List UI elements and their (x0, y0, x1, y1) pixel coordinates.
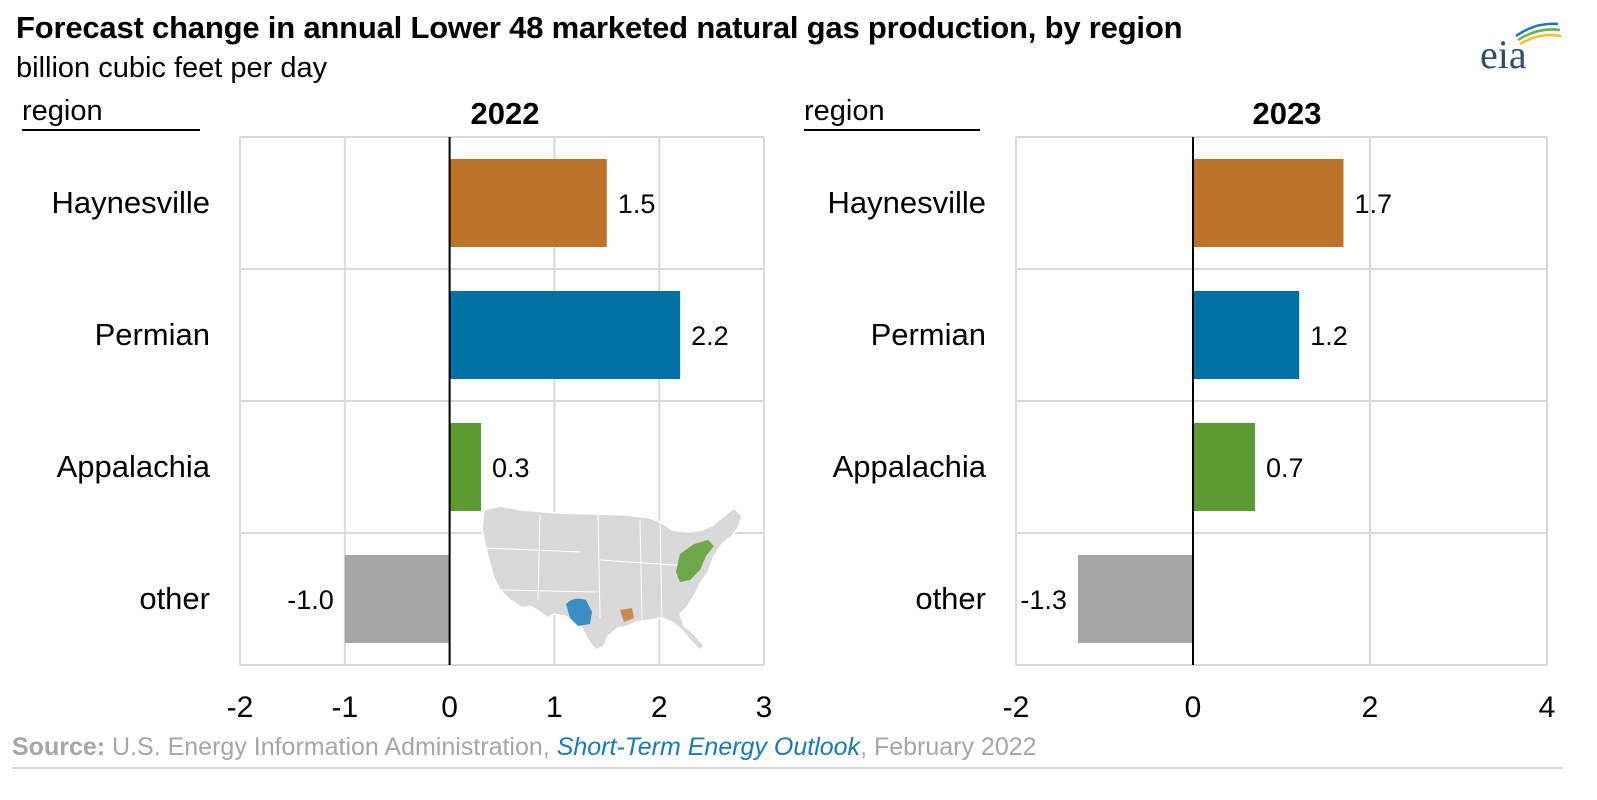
bar-other (1077, 555, 1193, 643)
panel-title-2023: 2023 (1252, 96, 1322, 131)
x-tick-label: 4 (1539, 691, 1556, 724)
category-label: Permian (871, 317, 986, 352)
bar-appalachia (449, 423, 482, 511)
eia-logo: eia (1480, 22, 1562, 76)
bar-other (344, 555, 450, 643)
data-label: 1.2 (1310, 321, 1348, 351)
data-label: 1.7 (1354, 189, 1392, 219)
us-map-inset (481, 505, 743, 652)
chart-subtitle: billion cubic feet per day (16, 52, 328, 84)
category-label: other (139, 581, 210, 616)
x-tick-label: -2 (1003, 691, 1030, 724)
category-label: Appalachia (833, 449, 987, 484)
data-label: 1.5 (618, 189, 656, 219)
data-label: -1.3 (1020, 585, 1067, 615)
x-tick-label: -1 (331, 691, 358, 724)
data-label: 0.3 (492, 453, 530, 483)
data-label: 0.7 (1266, 453, 1304, 483)
x-tick-label: 2 (651, 691, 668, 724)
x-tick-label: 0 (441, 691, 458, 724)
data-label: -1.0 (287, 585, 334, 615)
chart-panel-2022: -2 -1 0 1 2 3 1.5 Haynesville 2.2 Permian 0.3 Appal… (51, 136, 773, 724)
category-label: Haynesville (51, 185, 210, 220)
category-label: Appalachia (57, 449, 211, 484)
bar-permian (1193, 291, 1300, 379)
source-divider (12, 767, 1562, 769)
category-label: other (915, 581, 986, 616)
bar-haynesville (1193, 159, 1344, 247)
logo-text: eia (1480, 32, 1527, 76)
region-header-2022: region (22, 96, 200, 131)
source-note: Source: U.S. Energy Information Administ… (12, 733, 1037, 762)
panel-title-2022: 2022 (470, 96, 540, 131)
region-header-2023: region (804, 96, 980, 131)
x-tick-label: -2 (227, 691, 254, 724)
source-text: U.S. Energy Information Administration, (105, 733, 557, 761)
x-tick-label: 1 (546, 691, 563, 724)
chart-panel-2023: -2 0 2 4 1.7 Haynesville 1.2 Permian 0.7 Appalach… (827, 136, 1556, 724)
chart-title: Forecast change in annual Lower 48 marke… (16, 10, 1183, 45)
bar-haynesville (449, 159, 607, 247)
data-label: 2.2 (691, 321, 729, 351)
source-date: , February 2022 (860, 733, 1037, 761)
x-tick-label: 3 (756, 691, 773, 724)
source-label: Source: (12, 733, 106, 761)
x-tick-label: 0 (1185, 691, 1202, 724)
category-label: Haynesville (827, 185, 986, 220)
x-tick-label: 2 (1362, 691, 1379, 724)
bar-appalachia (1193, 423, 1255, 511)
category-label: Permian (95, 317, 210, 352)
source-link[interactable]: Short-Term Energy Outlook (556, 733, 861, 761)
bar-permian (449, 291, 681, 379)
